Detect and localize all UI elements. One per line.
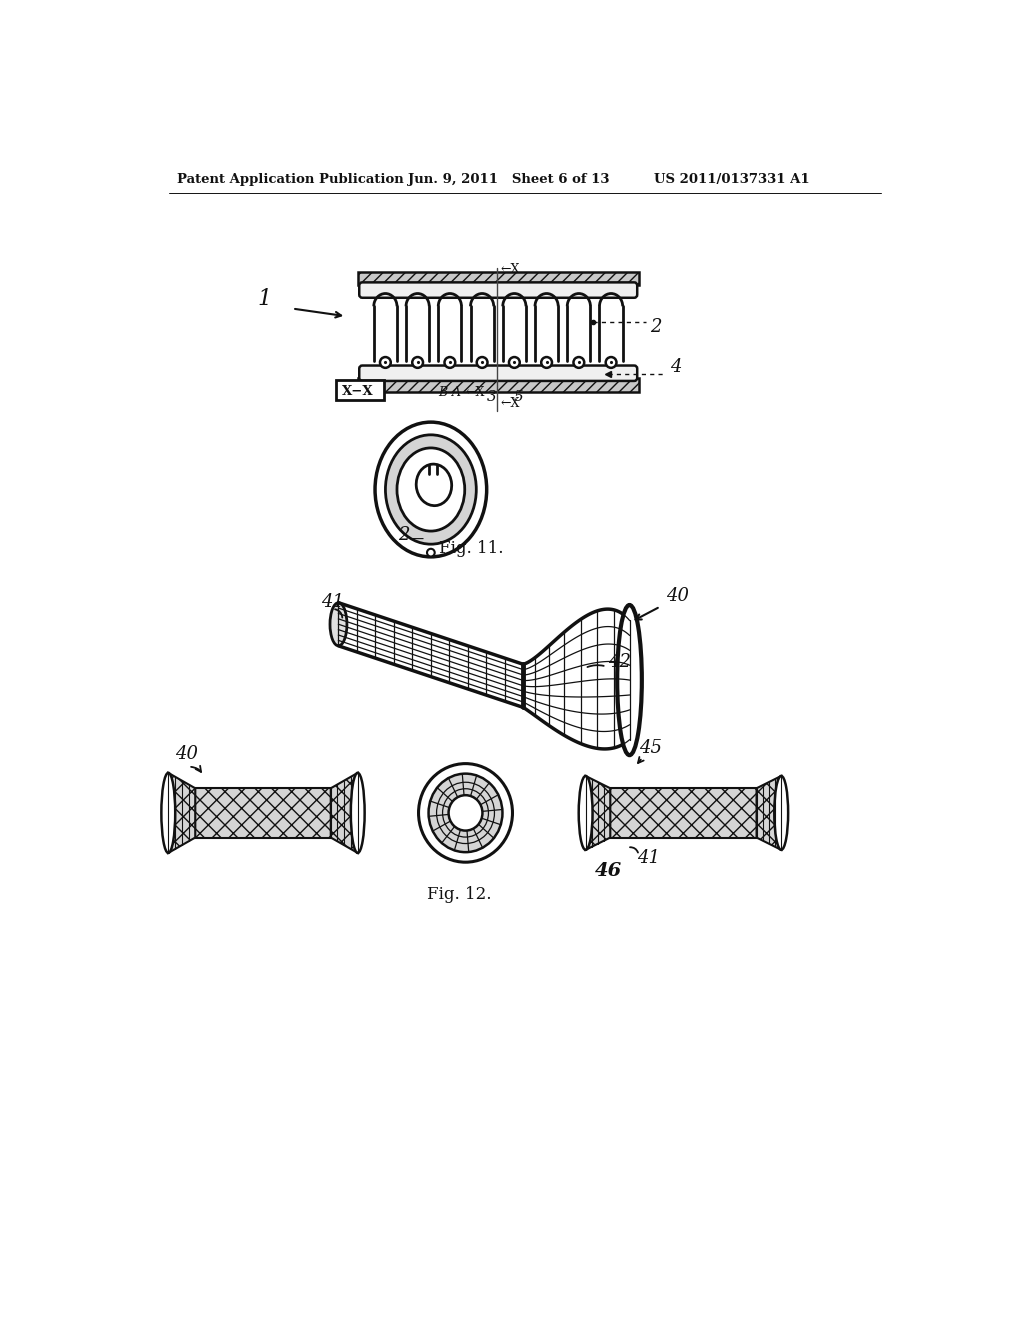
Circle shape [413,358,423,368]
Circle shape [509,358,520,368]
Text: 46: 46 [595,862,623,880]
Text: B: B [438,385,447,399]
Text: 2: 2 [397,525,410,544]
Circle shape [542,358,552,368]
Ellipse shape [449,795,482,830]
Polygon shape [168,774,196,853]
Text: US 2011/0137331 A1: US 2011/0137331 A1 [654,173,810,186]
Ellipse shape [617,605,642,755]
Text: 4: 4 [670,359,681,376]
Text: X−X: X−X [342,385,374,397]
Text: Jun. 9, 2011   Sheet 6 of 13: Jun. 9, 2011 Sheet 6 of 13 [408,173,609,186]
Polygon shape [357,378,639,392]
Ellipse shape [330,603,347,645]
Text: 3: 3 [487,389,497,404]
Ellipse shape [162,774,175,853]
Text: 2: 2 [650,318,662,335]
Polygon shape [357,272,639,285]
Circle shape [606,358,616,368]
Ellipse shape [774,776,788,850]
Circle shape [573,358,585,368]
FancyBboxPatch shape [359,282,637,298]
Text: 41: 41 [637,849,660,867]
Text: Fig. 11.: Fig. 11. [438,540,503,557]
Polygon shape [196,788,331,838]
Text: 40: 40 [175,744,199,763]
Circle shape [427,549,435,557]
Ellipse shape [397,447,465,531]
Polygon shape [610,788,757,838]
Text: 1: 1 [258,288,271,310]
Ellipse shape [579,776,593,850]
Text: 40: 40 [666,587,689,605]
Text: 41: 41 [322,593,344,611]
Ellipse shape [416,465,452,506]
FancyBboxPatch shape [359,366,637,381]
Text: 45: 45 [639,739,662,756]
Polygon shape [586,776,610,850]
Text: 42: 42 [608,652,631,671]
Text: 5: 5 [514,389,523,404]
Ellipse shape [375,422,486,557]
Polygon shape [757,776,781,850]
Ellipse shape [419,763,512,862]
FancyBboxPatch shape [336,380,384,400]
Text: —: — [407,532,424,546]
Text: ←X: ←X [501,397,520,411]
Ellipse shape [385,434,476,544]
Text: A: A [453,385,462,399]
Ellipse shape [429,774,503,853]
Ellipse shape [351,774,365,853]
Text: ←X: ←X [466,385,485,399]
Text: Patent Application Publication: Patent Application Publication [177,173,403,186]
Circle shape [444,358,456,368]
Text: Fig. 12.: Fig. 12. [427,886,492,903]
Polygon shape [331,774,357,853]
Circle shape [380,358,391,368]
Circle shape [477,358,487,368]
Text: ←X: ←X [501,263,520,276]
